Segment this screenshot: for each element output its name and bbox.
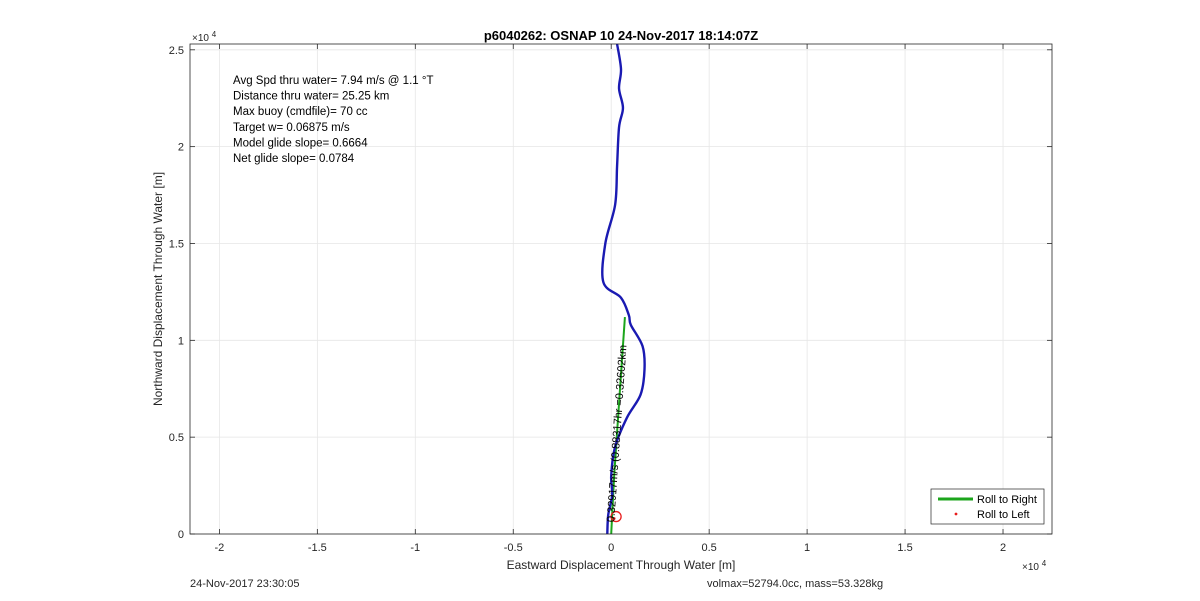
x-exponent: ×10 4	[1022, 559, 1047, 573]
series-roll-to-left-point	[612, 517, 616, 520]
x-tick-label: 0.5	[702, 542, 717, 554]
x-tick-label: 2	[1000, 542, 1006, 554]
svg-text:×10 4: ×10 4	[1022, 559, 1047, 573]
y-exponent-base: ×10	[192, 33, 209, 44]
svg-text:×10 4: ×10 4	[192, 30, 217, 44]
annotation-line: Max buoy (cmdfile)= 70 cc	[233, 106, 368, 118]
legend: Roll to Right Roll to Left	[930, 488, 1045, 525]
y-tick-label: 0.5	[169, 432, 184, 444]
x-tick-label: -1.5	[308, 542, 327, 554]
x-tick-label: 1	[804, 542, 810, 554]
rotated-speed-label: 0.32917m/s (0.88317hr =0.32602km	[605, 345, 629, 523]
y-tick-label: 2.5	[169, 45, 184, 57]
annotation-line: Net glide slope= 0.0784	[233, 153, 355, 165]
x-tick-label: 0	[608, 542, 614, 554]
series-layer: 0.32917m/s (0.88317hr =0.32602km	[601, 43, 646, 535]
x-tick-label: -2	[214, 542, 224, 554]
legend-box	[930, 488, 1045, 525]
annotation-line: Distance thru water= 25.25 km	[233, 91, 389, 103]
x-tick-label: -1	[410, 542, 420, 554]
plot-frame	[189, 43, 1053, 535]
y-tick-label: 1	[178, 335, 184, 347]
chart-title: p6040262: OSNAP 10 24-Nov-2017 18:14:07Z	[484, 28, 758, 43]
legend-swatch-roll-left	[954, 512, 958, 516]
x-tick-label: 1.5	[897, 542, 912, 554]
x-ticks: -2 -1.5 -1 -0.5 0 0.5 1 1.5 2	[214, 44, 1006, 554]
annotation-block: Avg Spd thru water= 7.94 m/s @ 1.1 °T Dis…	[233, 75, 433, 165]
x-exponent-base: ×10	[1022, 562, 1039, 573]
footer-volmax-mass: volmax=52794.0cc, mass=53.328kg	[707, 578, 884, 590]
series-track-line	[601, 43, 646, 535]
legend-label-roll-left: Roll to Left	[977, 509, 1030, 521]
y-ticks: 0 0.5 1 1.5 2 2.5	[169, 45, 1052, 541]
x-axis-label: Eastward Displacement Through Water [m]	[507, 558, 736, 572]
y-exponent: ×10 4	[192, 30, 217, 44]
x-exponent-power: 4	[1042, 559, 1047, 568]
start-marker	[610, 510, 622, 523]
footer-timestamp: 24-Nov-2017 23:30:05	[190, 578, 300, 590]
x-tick-label: -0.5	[504, 542, 523, 554]
y-exponent-power: 4	[212, 30, 217, 39]
legend-label-roll-right: Roll to Right	[977, 494, 1037, 506]
annotation-line: Target w= 0.06875 m/s	[233, 122, 350, 134]
y-tick-label: 0	[178, 529, 184, 541]
y-axis-label: Northward Displacement Through Water [m]	[151, 172, 165, 406]
annotation-line: Avg Spd thru water= 7.94 m/s @ 1.1 °T	[233, 75, 433, 87]
annotation-line: Model glide slope= 0.6664	[233, 137, 368, 149]
y-tick-label: 2	[178, 142, 184, 154]
y-tick-label: 1.5	[169, 238, 184, 250]
